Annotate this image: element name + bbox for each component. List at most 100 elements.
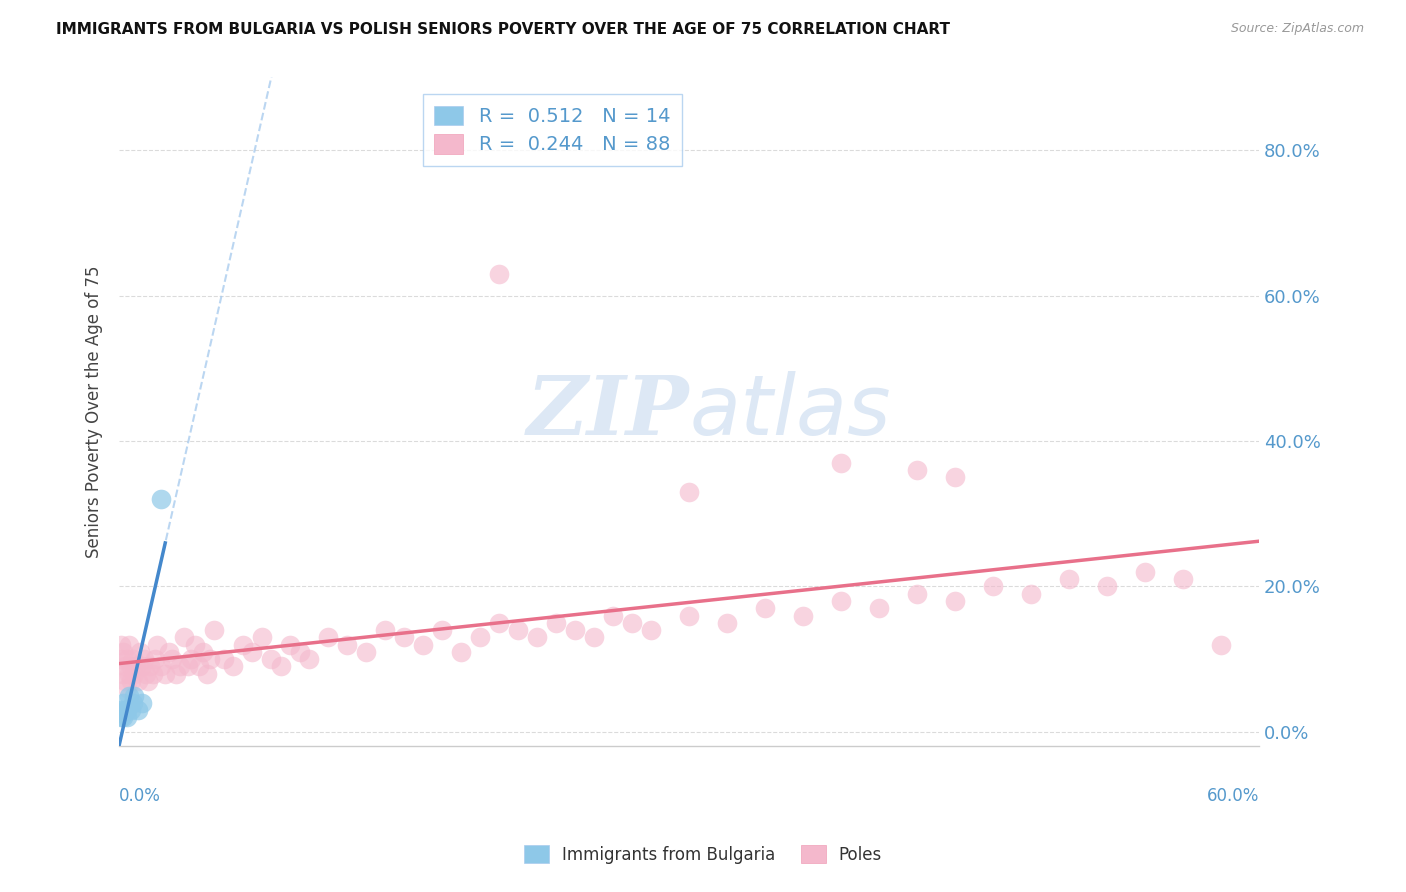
Point — [114, 659, 136, 673]
Point — [412, 638, 434, 652]
Point — [131, 659, 153, 673]
Point — [191, 645, 214, 659]
Point — [132, 652, 155, 666]
Point — [222, 659, 245, 673]
Text: Source: ZipAtlas.com: Source: ZipAtlas.com — [1230, 22, 1364, 36]
Point — [121, 696, 143, 710]
Point — [830, 456, 852, 470]
Point — [374, 623, 396, 637]
Point — [112, 710, 135, 724]
Point — [943, 594, 966, 608]
Point — [115, 703, 138, 717]
Point — [470, 631, 492, 645]
Point — [200, 652, 222, 666]
Point — [110, 638, 132, 652]
Point — [169, 659, 191, 673]
Point — [546, 615, 568, 630]
Point — [792, 608, 814, 623]
Point — [124, 689, 146, 703]
Point — [118, 666, 141, 681]
Point — [270, 659, 292, 673]
Point — [115, 681, 138, 696]
Point — [110, 652, 132, 666]
Point — [112, 645, 135, 659]
Point — [621, 615, 644, 630]
Point — [336, 638, 359, 652]
Point — [165, 666, 187, 681]
Point — [354, 645, 377, 659]
Point — [114, 673, 136, 688]
Point — [583, 631, 606, 645]
Point — [188, 659, 211, 673]
Point — [150, 659, 173, 673]
Point — [124, 666, 146, 681]
Point — [830, 594, 852, 608]
Point — [121, 652, 143, 666]
Point — [488, 267, 510, 281]
Point — [136, 673, 159, 688]
Point — [488, 615, 510, 630]
Text: IMMIGRANTS FROM BULGARIA VS POLISH SENIORS POVERTY OVER THE AGE OF 75 CORRELATIO: IMMIGRANTS FROM BULGARIA VS POLISH SENIO… — [56, 22, 950, 37]
Point — [176, 659, 198, 673]
Point — [157, 645, 180, 659]
Point — [120, 659, 142, 673]
Point — [110, 703, 132, 717]
Point — [905, 587, 928, 601]
Point — [392, 631, 415, 645]
Point — [754, 601, 776, 615]
Point — [1019, 587, 1042, 601]
Point — [1171, 572, 1194, 586]
Point — [135, 666, 157, 681]
Point — [114, 703, 136, 717]
Point — [240, 645, 263, 659]
Point — [260, 652, 283, 666]
Legend: Immigrants from Bulgaria, Poles: Immigrants from Bulgaria, Poles — [517, 838, 889, 871]
Point — [678, 608, 700, 623]
Point — [138, 659, 160, 673]
Point — [115, 652, 138, 666]
Point — [678, 484, 700, 499]
Point — [127, 703, 149, 717]
Point — [316, 631, 339, 645]
Point — [180, 652, 202, 666]
Point — [1057, 572, 1080, 586]
Point — [943, 470, 966, 484]
Text: atlas: atlas — [689, 371, 891, 452]
Point — [118, 689, 141, 703]
Point — [120, 703, 142, 717]
Point — [288, 645, 311, 659]
Point — [1209, 638, 1232, 652]
Y-axis label: Seniors Poverty Over the Age of 75: Seniors Poverty Over the Age of 75 — [86, 266, 103, 558]
Point — [120, 673, 142, 688]
Point — [112, 666, 135, 681]
Point — [115, 710, 138, 724]
Point — [212, 652, 235, 666]
Text: 0.0%: 0.0% — [120, 787, 162, 805]
Legend: R =  0.512   N = 14, R =  0.244   N = 88: R = 0.512 N = 14, R = 0.244 N = 88 — [423, 94, 682, 166]
Point — [508, 623, 530, 637]
Point — [1095, 579, 1118, 593]
Point — [142, 666, 165, 681]
Point — [430, 623, 453, 637]
Text: ZIP: ZIP — [526, 372, 689, 452]
Point — [112, 696, 135, 710]
Point — [129, 645, 152, 659]
Point — [146, 638, 169, 652]
Point — [868, 601, 890, 615]
Point — [195, 666, 218, 681]
Point — [143, 652, 166, 666]
Point — [125, 659, 148, 673]
Point — [162, 652, 184, 666]
Point — [127, 673, 149, 688]
Point — [564, 623, 586, 637]
Point — [981, 579, 1004, 593]
Point — [905, 463, 928, 477]
Point — [118, 638, 141, 652]
Point — [298, 652, 321, 666]
Point — [173, 631, 195, 645]
Point — [1133, 565, 1156, 579]
Point — [640, 623, 662, 637]
Point — [184, 638, 207, 652]
Point — [716, 615, 738, 630]
Point — [150, 492, 173, 507]
